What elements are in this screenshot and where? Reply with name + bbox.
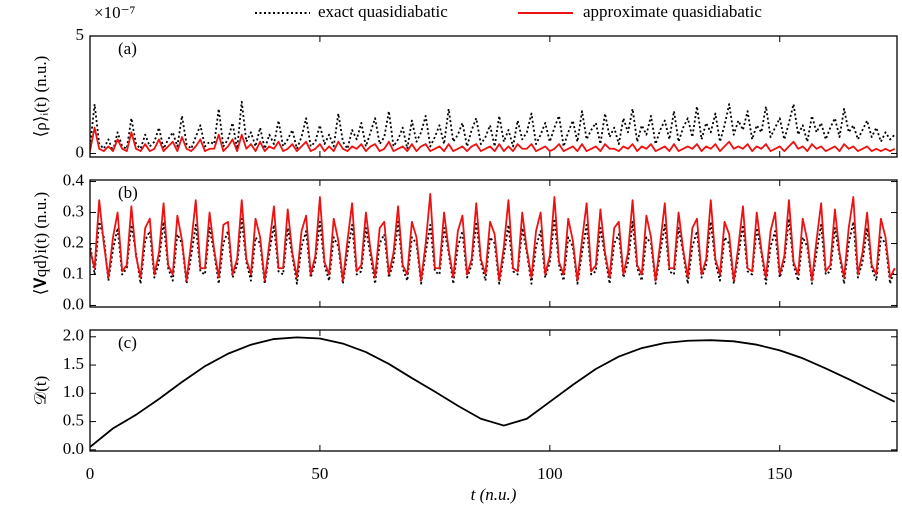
y-axis-label: ⟨ρ⟩ᵢ(t) (n.u.): [31, 56, 50, 138]
series-line: [90, 100, 896, 153]
y-tick-label: 0.4: [63, 170, 85, 189]
y-tick-label: 0.1: [63, 263, 84, 282]
panel-label: (a): [118, 39, 137, 58]
y-tick-label: 0: [76, 142, 85, 161]
x-axis-label: t (n.u.): [471, 485, 517, 504]
y-tick-label: 2.0: [63, 326, 84, 345]
y-axis-label: 𝒟(t): [31, 376, 50, 406]
offset-label: ×10⁻⁷: [94, 3, 136, 22]
y-tick-label: 1.0: [63, 382, 84, 401]
x-tick-label: 0: [86, 464, 95, 483]
legend-label: approximate quasidiabatic: [583, 2, 762, 21]
legend-label: exact quasidiabatic: [318, 2, 448, 21]
panel-label: (b): [118, 183, 138, 202]
series-line: [90, 126, 896, 153]
y-tick-label: 0.2: [63, 232, 84, 251]
y-tick-label: 0.0: [63, 294, 84, 313]
y-axis-label: ⟨𝐕qd⟩i(t) (n.u.): [31, 192, 50, 295]
panel-label: (c): [118, 333, 137, 352]
plot-frame: [89, 179, 898, 308]
y-tick-label: 0.5: [63, 411, 84, 430]
y-tick-label: 0.0: [63, 439, 84, 458]
y-tick-label: 0.3: [63, 201, 84, 220]
x-tick-label: 50: [311, 464, 328, 483]
plot-frame: [89, 329, 898, 452]
x-tick-label: 150: [767, 464, 793, 483]
series-line: [90, 193, 896, 282]
y-tick-label: 1.5: [63, 354, 84, 373]
plot-frame: [89, 35, 898, 158]
y-tick-label: 5: [76, 25, 85, 44]
series-line: [90, 336, 896, 448]
x-tick-label: 100: [537, 464, 563, 483]
